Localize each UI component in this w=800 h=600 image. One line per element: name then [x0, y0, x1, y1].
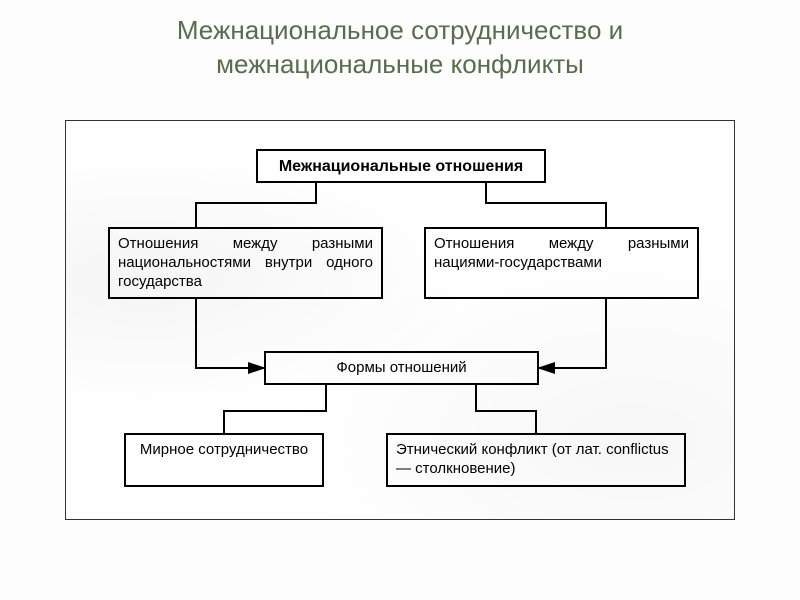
node-peaceful-cooperation: Мирное сотрудничество: [124, 433, 324, 487]
node-left-definition: Отношения между разными национальностями…: [108, 227, 383, 299]
slide-title-line1: Межнациональное сотрудничество и: [177, 15, 623, 45]
diagram-area: Межнациональные отношения Отношения межд…: [65, 120, 735, 520]
slide-title: Межнациональное сотрудничество и межнаци…: [0, 0, 800, 82]
slide-title-line2: межнациональные конфликты: [216, 49, 584, 79]
node-root: Межнациональные отношения: [256, 149, 546, 183]
node-ethnic-conflict: Этнический конфликт (от лат. conflictus …: [386, 433, 686, 487]
node-forms: Формы отношений: [264, 351, 539, 385]
node-right-definition: Отношения между разными нациями-государс…: [424, 227, 699, 299]
